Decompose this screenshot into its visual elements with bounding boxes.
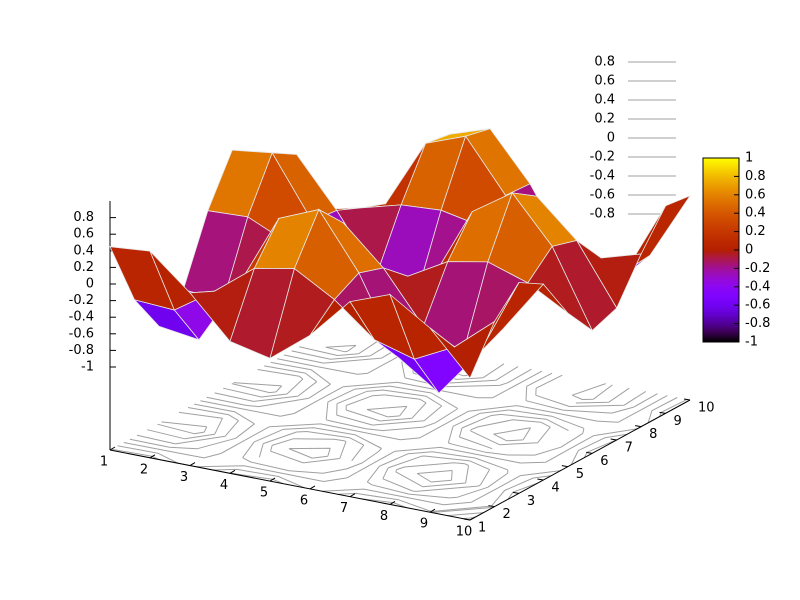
contour-key-label: 0.4 xyxy=(594,93,615,108)
contour-line xyxy=(147,339,630,488)
contour-key-label: 0.6 xyxy=(594,74,615,89)
x-axis xyxy=(109,449,471,521)
y-tick-label: 9 xyxy=(674,414,682,429)
x-tick-label: 10 xyxy=(456,525,473,540)
z-tick-label: 0 xyxy=(86,277,94,292)
contour-line xyxy=(157,344,613,483)
y-tick-label: 1 xyxy=(478,521,486,536)
contour-line xyxy=(117,348,678,513)
x-tick xyxy=(389,501,396,505)
colorbar-tick-label: 0 xyxy=(745,243,753,258)
contour-key-label: 0.8 xyxy=(594,55,615,70)
contour-line xyxy=(223,352,551,464)
contour-key-label: 0.2 xyxy=(594,112,615,127)
z-tick-label: -0.2 xyxy=(69,293,94,308)
z-tick-label: -0.6 xyxy=(69,326,94,341)
colorbar xyxy=(702,157,740,343)
y-tick xyxy=(586,451,593,454)
y-tick xyxy=(488,505,495,508)
contour-key-label: -0.8 xyxy=(590,207,615,222)
x-tick xyxy=(149,454,156,459)
contour-line xyxy=(123,346,668,517)
y-tick-label: 4 xyxy=(551,481,559,496)
colorbar-tick-label: -1 xyxy=(745,335,758,350)
x-tick-label: 5 xyxy=(260,486,268,501)
x-tick-label: 3 xyxy=(180,470,188,485)
colorbar-tick-label: -0.8 xyxy=(745,316,770,331)
y-tick-label: 6 xyxy=(600,454,608,469)
colorbar-tick-label: 0.2 xyxy=(745,224,766,239)
x-tick-label: 6 xyxy=(300,493,308,508)
x-tick xyxy=(269,477,276,482)
y-tick xyxy=(683,398,691,401)
contour-key-label: -0.2 xyxy=(590,150,615,165)
y-tick-label: 2 xyxy=(502,507,510,522)
x-tick-label: 4 xyxy=(220,478,228,493)
x-tick-label: 7 xyxy=(340,501,348,516)
x-tick-label: 9 xyxy=(420,517,428,532)
y-tick-label: 3 xyxy=(527,494,535,509)
x-tick-label: 2 xyxy=(140,462,148,477)
colorbar-tick-label: 0.4 xyxy=(745,206,766,221)
z-tick-label: -0.8 xyxy=(69,343,94,358)
y-tick xyxy=(561,465,568,468)
colorbar-tick-label: 0.6 xyxy=(745,187,766,202)
y-tick-label: 10 xyxy=(698,401,715,416)
x-tick xyxy=(189,462,196,466)
x-tick xyxy=(309,485,316,490)
y-tick xyxy=(512,491,519,494)
contour-key-label: -0.4 xyxy=(590,169,615,184)
contour-line xyxy=(129,344,658,520)
x-tick xyxy=(429,508,436,513)
contour-key-label: 0 xyxy=(607,131,615,146)
colorbar-tick-label: -0.6 xyxy=(745,298,770,313)
z-tick-label: 0.2 xyxy=(73,260,94,275)
y-tick xyxy=(659,411,666,414)
y-axis xyxy=(469,399,691,521)
y-tick xyxy=(635,425,642,428)
z-tick-label: 0.4 xyxy=(73,243,94,258)
z-tick-label: -0.4 xyxy=(69,310,94,325)
x-tick xyxy=(469,516,476,521)
y-tick xyxy=(610,438,617,441)
x-tick xyxy=(109,446,116,451)
x-tick-label: 8 xyxy=(380,509,388,524)
x-tick-label: 1 xyxy=(100,455,108,470)
z-tick-label: -1 xyxy=(81,360,94,375)
z-tick-label: 0.6 xyxy=(73,227,94,242)
y-tick xyxy=(537,478,544,481)
y-tick-label: 8 xyxy=(649,427,657,442)
x-tick xyxy=(349,493,356,498)
colorbar-tick-label: -0.4 xyxy=(745,279,770,294)
y-tick-label: 5 xyxy=(576,467,584,482)
colorbar-tick-label: -0.2 xyxy=(745,261,770,276)
x-tick xyxy=(229,469,236,474)
z-tick-label: 0.8 xyxy=(73,210,94,225)
surface-patch xyxy=(429,320,496,379)
y-tick-label: 7 xyxy=(625,441,633,456)
y-tick xyxy=(463,518,471,521)
contour-key-label: -0.6 xyxy=(590,188,615,203)
colorbar-tick-label: 1 xyxy=(745,151,753,166)
colorbar-tick-label: 0.8 xyxy=(745,169,766,184)
